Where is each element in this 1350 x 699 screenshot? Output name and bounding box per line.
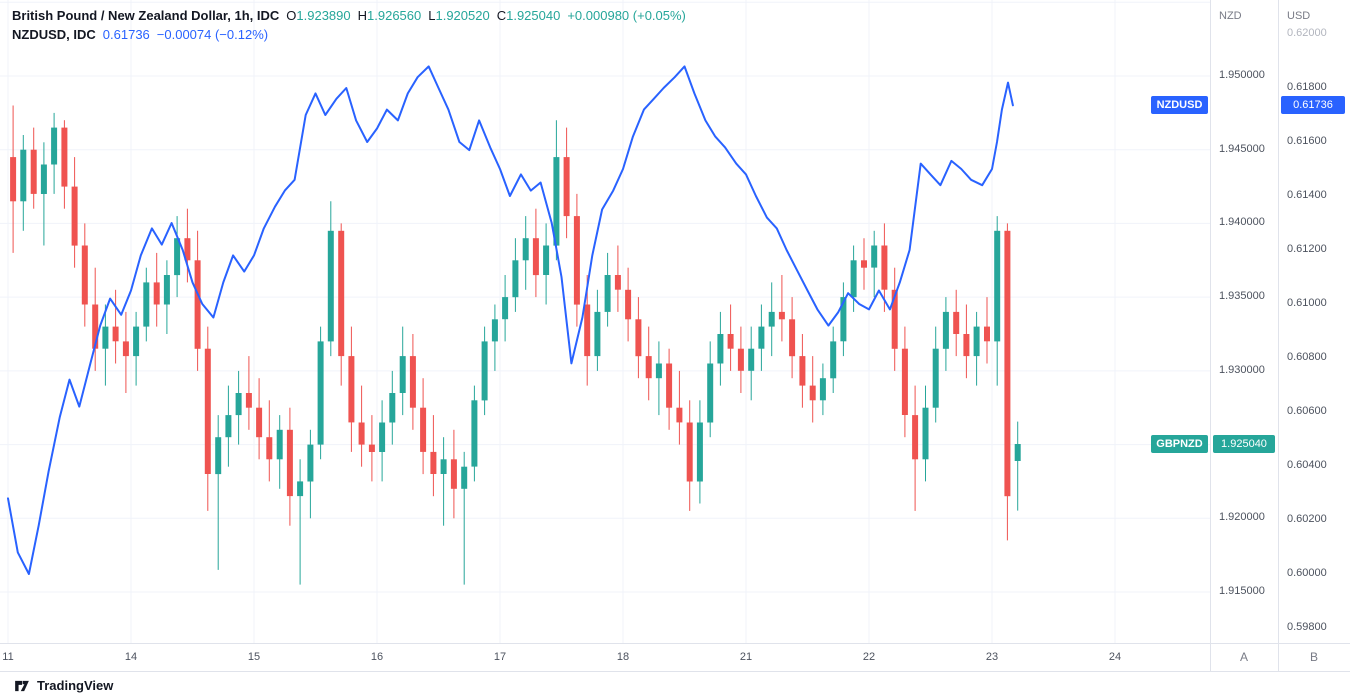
- usd-axis-tick: 0.61400: [1287, 188, 1327, 201]
- gbpnzd-series-label-badge: GBPNZD: [1151, 434, 1208, 453]
- tradingview-logo-icon[interactable]: [14, 678, 30, 694]
- time-axis-label: 16: [370, 651, 384, 663]
- footer-bar: TradingView: [0, 671, 1350, 699]
- usd-axis-tick: 0.61000: [1287, 296, 1327, 309]
- nzd-axis-tick: 1.920000: [1219, 511, 1265, 524]
- ohlc-high: H1.926560: [357, 8, 422, 23]
- nzdusd-line-series[interactable]: [7, 65, 1014, 575]
- time-axis-label: 24: [1108, 651, 1122, 663]
- gbpnzd-candlestick-series[interactable]: [10, 105, 1021, 585]
- nzd-price-axis[interactable]: NZD 1.925040 1.950000 1.945000 1.940000 1.9…: [1210, 0, 1278, 672]
- nzdusd-value: 0.61736: [102, 27, 150, 42]
- scale-a-button[interactable]: A: [1239, 650, 1248, 664]
- nzdusd-price-badge: 0.61736: [1281, 96, 1345, 115]
- nzd-axis-tick: 1.945000: [1219, 142, 1265, 155]
- time-axis-label: 14: [124, 651, 138, 663]
- legend-row-gbpnzd[interactable]: British Pound / New Zealand Dollar, 1h, …: [12, 6, 686, 25]
- nzd-axis-tick: 1.940000: [1219, 216, 1265, 229]
- usd-price-axis[interactable]: USD 0.61736 0.62000 0.61800 0.61600 0.61400…: [1278, 0, 1350, 672]
- tradingview-brand[interactable]: TradingView: [37, 678, 114, 693]
- symbol-title: British Pound / New Zealand Dollar, 1h, …: [12, 8, 280, 23]
- time-axis-label: 11: [2, 651, 14, 663]
- gbpnzd-change: +0.000980 (+0.05%): [567, 8, 686, 23]
- chart-plot-area: British Pound / New Zealand Dollar, 1h, …: [0, 0, 1210, 643]
- usd-axis-tick: 0.62000: [1287, 26, 1327, 39]
- scale-b-button[interactable]: B: [1309, 650, 1318, 664]
- time-axis[interactable]: 11 14 15 16 17 18 21 22 23 24: [0, 643, 1210, 672]
- usd-axis-tick: 0.61800: [1287, 80, 1327, 93]
- usd-axis-tick: 0.59800: [1287, 620, 1327, 633]
- usd-axis-tick: 0.60600: [1287, 404, 1327, 417]
- ohlc-close: C1.925040: [496, 8, 561, 23]
- chart-legend: British Pound / New Zealand Dollar, 1h, …: [12, 6, 686, 44]
- time-axis-label: 23: [985, 651, 999, 663]
- chart-canvas[interactable]: [0, 0, 1210, 643]
- ohlc-open: O1.923890: [286, 8, 351, 23]
- time-axis-label: 17: [493, 651, 507, 663]
- ohlc-low: L1.920520: [428, 8, 490, 23]
- legend-row-nzdusd[interactable]: NZDUSD, IDC 0.61736 −0.00074 (−0.12%): [12, 25, 686, 44]
- compare-symbol-title: NZDUSD, IDC: [12, 27, 96, 42]
- nzd-axis-header: NZD: [1219, 10, 1242, 22]
- usd-axis-tick: 0.61600: [1287, 134, 1327, 147]
- time-axis-label: 22: [862, 651, 876, 663]
- nzdusd-series-label-badge: NZDUSD: [1151, 96, 1208, 115]
- nzd-axis-tick: 1.950000: [1219, 69, 1265, 81]
- nzdusd-change: −0.00074 (−0.12%): [156, 27, 269, 42]
- usd-axis-header: USD: [1287, 10, 1311, 22]
- gbpnzd-price-badge: 1.925040: [1213, 434, 1275, 453]
- time-axis-label: 21: [739, 651, 753, 663]
- time-axis-label: 15: [247, 651, 261, 663]
- gridlines: [0, 0, 1210, 643]
- time-axis-label: 18: [616, 651, 630, 663]
- usd-axis-tick: 0.60000: [1287, 566, 1327, 579]
- usd-axis-tick: 0.60800: [1287, 350, 1327, 363]
- nzd-axis-tick: 1.915000: [1219, 585, 1265, 597]
- usd-axis-tick: 0.60400: [1287, 458, 1327, 471]
- nzd-axis-tick: 1.930000: [1219, 363, 1265, 376]
- nzd-axis-tick: 1.935000: [1219, 290, 1265, 303]
- usd-axis-tick: 0.61200: [1287, 242, 1327, 255]
- usd-axis-tick: 0.60200: [1287, 512, 1327, 525]
